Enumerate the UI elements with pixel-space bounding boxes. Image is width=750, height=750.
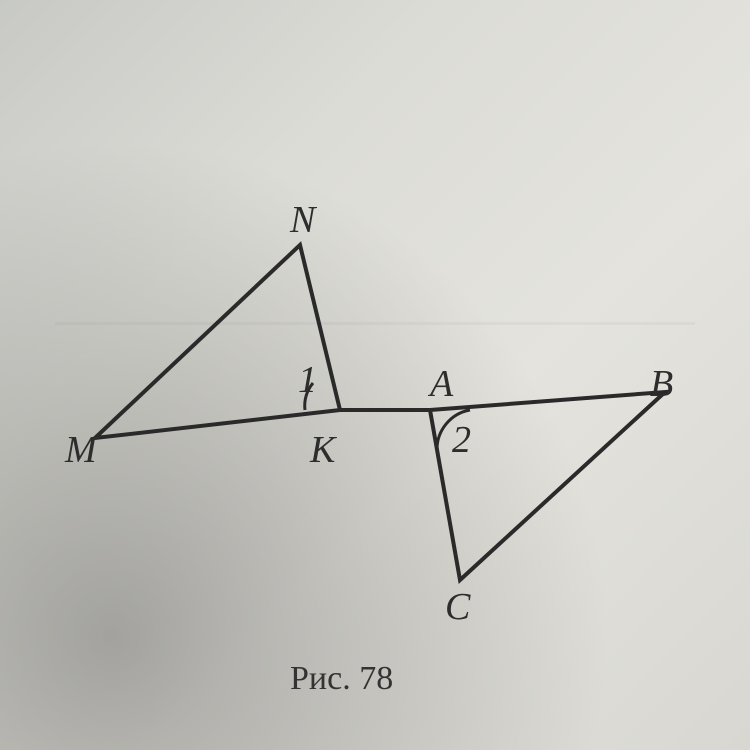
figure-caption: Рис. 78	[290, 660, 393, 698]
geometry-figure	[0, 0, 750, 750]
triangle-mnk	[95, 245, 340, 438]
label-a: A	[430, 362, 453, 406]
label-angle-2: 2	[452, 418, 471, 462]
label-m: M	[65, 428, 97, 472]
label-angle-1: 1	[298, 358, 317, 402]
label-n: N	[290, 198, 315, 242]
label-b: B	[650, 362, 673, 406]
label-c: C	[445, 585, 470, 629]
label-k: K	[310, 428, 335, 472]
